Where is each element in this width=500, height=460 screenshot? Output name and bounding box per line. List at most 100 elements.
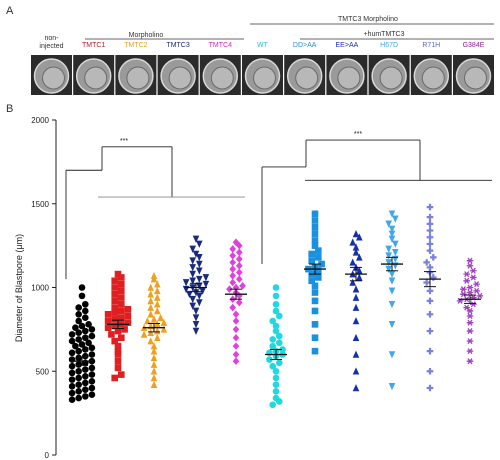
data-point xyxy=(82,314,89,321)
data-point xyxy=(392,255,399,263)
data-point xyxy=(476,292,484,299)
data-point xyxy=(311,230,319,238)
data-point xyxy=(272,381,280,388)
data-point xyxy=(111,374,118,382)
blastopore-chart: Diameter of Blastpore (μm) 0 500 1000 1500 2… xyxy=(14,116,492,460)
data-point xyxy=(276,398,283,405)
embryo-panel: H67D xyxy=(368,42,410,95)
data-point xyxy=(276,339,283,347)
data-point xyxy=(196,267,203,275)
data-point xyxy=(356,266,363,275)
data-point xyxy=(192,307,200,315)
data-point xyxy=(356,233,363,241)
data-point xyxy=(88,364,96,372)
data-point xyxy=(269,342,277,350)
data-point xyxy=(352,367,360,375)
data-point xyxy=(315,274,322,281)
data-point xyxy=(196,260,203,268)
data-point xyxy=(150,342,158,350)
data-point xyxy=(150,353,158,362)
embryo-panel-label: TMTC1 xyxy=(82,42,105,49)
data-point xyxy=(232,325,240,334)
data-point xyxy=(272,322,280,330)
embryo-panel-label: TMTC2 xyxy=(124,42,147,49)
y-ticks: 0 500 1000 1500 2000 xyxy=(31,116,56,460)
data-point xyxy=(466,307,474,314)
data-point xyxy=(349,238,356,246)
data-point xyxy=(118,280,125,288)
data-point xyxy=(315,267,322,275)
data-point xyxy=(75,304,82,311)
panel-a-letter: A xyxy=(6,5,14,17)
data-point xyxy=(182,279,190,287)
data-point xyxy=(352,230,360,238)
data-point xyxy=(466,358,474,365)
data-point xyxy=(75,394,82,402)
data-point xyxy=(189,295,196,304)
data-point xyxy=(82,307,89,315)
embryo-panel-label: WT xyxy=(257,42,269,49)
data-point xyxy=(388,351,396,359)
data-point xyxy=(466,319,474,326)
data-point xyxy=(352,303,360,311)
data-point xyxy=(88,344,96,352)
data-point xyxy=(466,262,474,269)
data-point xyxy=(154,300,161,308)
data-point xyxy=(392,249,399,257)
data-point xyxy=(426,297,434,305)
data-point xyxy=(229,245,236,253)
data-point xyxy=(311,210,319,218)
data-point xyxy=(236,298,243,307)
data-point xyxy=(154,333,161,342)
embryo-panel: TMTC4 xyxy=(199,42,241,95)
embryo-panel-label: EE>AA xyxy=(336,42,359,49)
data-point xyxy=(239,282,246,290)
data-point xyxy=(388,300,396,309)
data-point xyxy=(111,309,118,316)
blastopore-shape xyxy=(126,66,150,90)
significance-label: *** xyxy=(354,131,362,138)
data-point xyxy=(68,396,76,404)
data-point xyxy=(88,326,96,333)
data-point xyxy=(311,289,319,296)
data-point xyxy=(229,271,236,280)
data-point xyxy=(196,299,203,307)
data-point xyxy=(385,259,392,267)
data-point xyxy=(82,300,89,308)
data-point xyxy=(426,220,434,228)
embryo-panel: TMTC2 xyxy=(115,42,157,95)
data-point xyxy=(202,274,210,282)
data-point xyxy=(189,302,196,310)
data-point xyxy=(118,307,125,315)
data-point xyxy=(192,321,200,329)
data-point xyxy=(388,277,396,285)
data-point xyxy=(232,342,240,350)
data-point xyxy=(82,372,89,380)
data-point xyxy=(308,250,315,258)
data-point xyxy=(157,313,164,321)
data-point xyxy=(272,374,280,382)
blastopore-shape xyxy=(84,66,108,90)
data-point xyxy=(352,384,360,392)
data-point xyxy=(388,230,396,238)
data-point xyxy=(426,367,434,375)
data-point xyxy=(118,371,125,378)
data-point xyxy=(189,264,196,272)
data-point xyxy=(114,364,122,372)
data-point xyxy=(82,366,89,373)
data-point xyxy=(111,337,118,345)
embryo-panel: DD>AA xyxy=(284,42,326,95)
data-point xyxy=(196,282,203,290)
data-point xyxy=(124,319,132,326)
data-point xyxy=(118,300,125,308)
data-point xyxy=(463,271,470,278)
data-point xyxy=(114,347,122,355)
data-point xyxy=(104,324,112,331)
data-point xyxy=(423,279,430,286)
data-point xyxy=(114,357,122,365)
data-point xyxy=(229,251,236,260)
data-point xyxy=(311,237,319,244)
data-point xyxy=(426,247,434,254)
data-point xyxy=(426,287,434,295)
embryo-panel: R71H xyxy=(410,42,452,95)
